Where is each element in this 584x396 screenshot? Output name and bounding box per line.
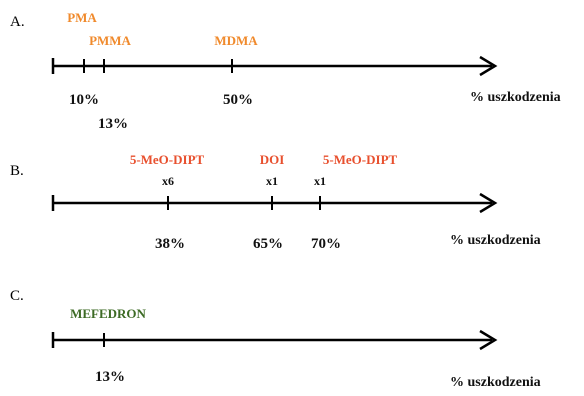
tick-label-a-13: 13% [98,116,128,132]
multiplier-label-x6: x6 [162,174,174,188]
tick-label-b-65: 65% [253,236,283,252]
tick-label-c-13: 13% [95,369,125,385]
tick-label-a-10: 10% [69,92,99,108]
panel-a-letter: A. [10,14,25,30]
multiplier-label-5-meo-dipt-x1: x1 [314,174,326,188]
axis-arrowhead-c [479,329,498,351]
drug-label-doi: DOI [259,152,285,167]
axis-label-b: % uszkodzenia [450,233,541,248]
drug-label-pma: PMA [67,10,97,25]
panel-a: A. PMA PMMA MDMA 10% 13% 50% % uszkodzen… [0,0,584,140]
axis-b [51,192,498,214]
axis-label-c: % uszkodzenia [450,375,541,390]
drug-label-mefedron: MEFEDRON [70,306,146,321]
drug-label-mdma: MDMA [214,33,258,48]
tick-label-b-38: 38% [155,236,185,252]
axis-arrowhead-b [479,192,498,214]
panel-b-letter: B. [10,163,24,179]
axis-a [51,55,498,77]
drug-label-5-meo-dipt-x6: 5-MeO-DIPT [129,152,205,167]
axis-arrowhead-a [479,55,498,77]
tick-label-a-50: 50% [223,92,253,108]
tick-label-b-70: 70% [311,236,341,252]
drug-label-pmma: PMMA [89,33,131,48]
panel-b: B. 5-MeO-DIPT x6 DOI x1 5-MeO-DIPT x1 38… [10,152,541,252]
drug-label-5-meo-dipt-x1: 5-MeO-DIPT [322,152,398,167]
panel-c-letter: C. [10,288,24,304]
axis-label-a: % uszkodzenia [470,90,561,105]
multiplier-label-doi-x1: x1 [266,174,278,188]
